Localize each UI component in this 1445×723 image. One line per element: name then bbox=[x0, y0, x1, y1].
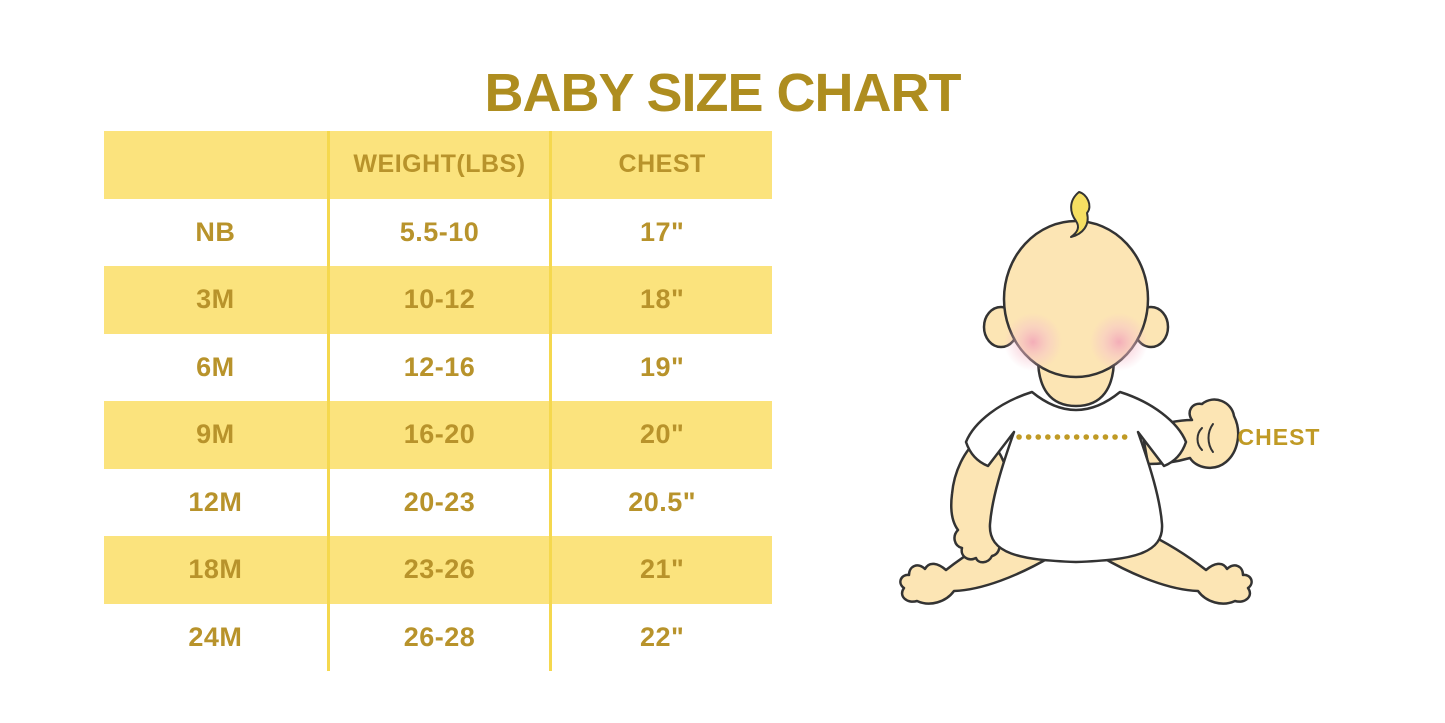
cheek-blush-left bbox=[1004, 313, 1062, 371]
table-header-row: WEIGHT(LBS) CHEST bbox=[104, 131, 772, 199]
table-row: 6M 12-16 19" bbox=[104, 333, 772, 401]
table-row: 3M 10-12 18" bbox=[104, 266, 772, 334]
chest-cell: 21" bbox=[549, 536, 772, 604]
baby-illustration: CHEST bbox=[899, 191, 1320, 605]
weight-header-cell: WEIGHT(LBS) bbox=[326, 131, 550, 199]
table-row: 24M 26-28 22" bbox=[104, 603, 772, 671]
weight-cell: 20-23 bbox=[326, 468, 550, 536]
chest-cell: 20.5" bbox=[549, 468, 772, 536]
weight-cell: 10-12 bbox=[326, 266, 550, 334]
weight-cell: 12-16 bbox=[326, 333, 550, 401]
weight-cell: 23-26 bbox=[326, 536, 550, 604]
chest-cell: 22" bbox=[549, 603, 772, 671]
size-cell: 24M bbox=[188, 621, 243, 652]
chest-cell: 18" bbox=[549, 266, 772, 334]
baby-size-table: WEIGHT(LBS) CHEST NB 5.5-10 17" 3M 10-12… bbox=[104, 131, 772, 671]
size-cell: NB bbox=[195, 216, 236, 247]
weight-cell: 5.5-10 bbox=[326, 198, 550, 266]
cheek-blush-right bbox=[1090, 313, 1148, 371]
chest-cell: 20" bbox=[549, 401, 772, 469]
chest-label: CHEST bbox=[1238, 424, 1320, 450]
page-title: BABY SIZE CHART bbox=[484, 63, 961, 124]
size-cell: 3M bbox=[196, 284, 235, 315]
table-row: 18M 23-26 21" bbox=[104, 536, 772, 604]
table-row: 9M 16-20 20" bbox=[104, 401, 772, 469]
table-row: NB 5.5-10 17" bbox=[104, 198, 772, 266]
baby-onesie bbox=[964, 390, 1188, 564]
chest-header-cell: CHEST bbox=[549, 131, 772, 199]
fist-finger-lines bbox=[1196, 423, 1214, 453]
weight-cell: 16-20 bbox=[326, 401, 550, 469]
size-cell: 12M bbox=[188, 486, 243, 517]
size-cell: 18M bbox=[188, 554, 243, 585]
baby-hair-tuft bbox=[1070, 191, 1091, 238]
weight-cell: 26-28 bbox=[326, 603, 550, 671]
size-cell: 6M bbox=[196, 351, 235, 382]
chest-cell: 19" bbox=[549, 333, 772, 401]
size-cell: 9M bbox=[196, 419, 235, 450]
table-row: 12M 20-23 20.5" bbox=[104, 468, 772, 536]
size-header-cell bbox=[104, 131, 327, 199]
chest-cell: 17" bbox=[549, 198, 772, 266]
